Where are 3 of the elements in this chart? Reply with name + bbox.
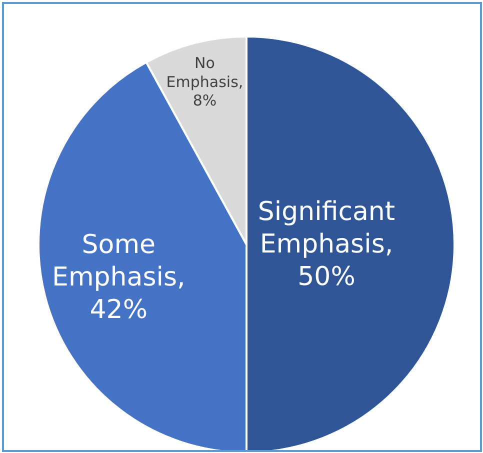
slice-label: Some Emphasis, 42%	[52, 230, 186, 325]
slice-label: No Emphasis, 8%	[166, 54, 244, 110]
slice-label: Significant Emphasis, 50%	[258, 197, 396, 292]
